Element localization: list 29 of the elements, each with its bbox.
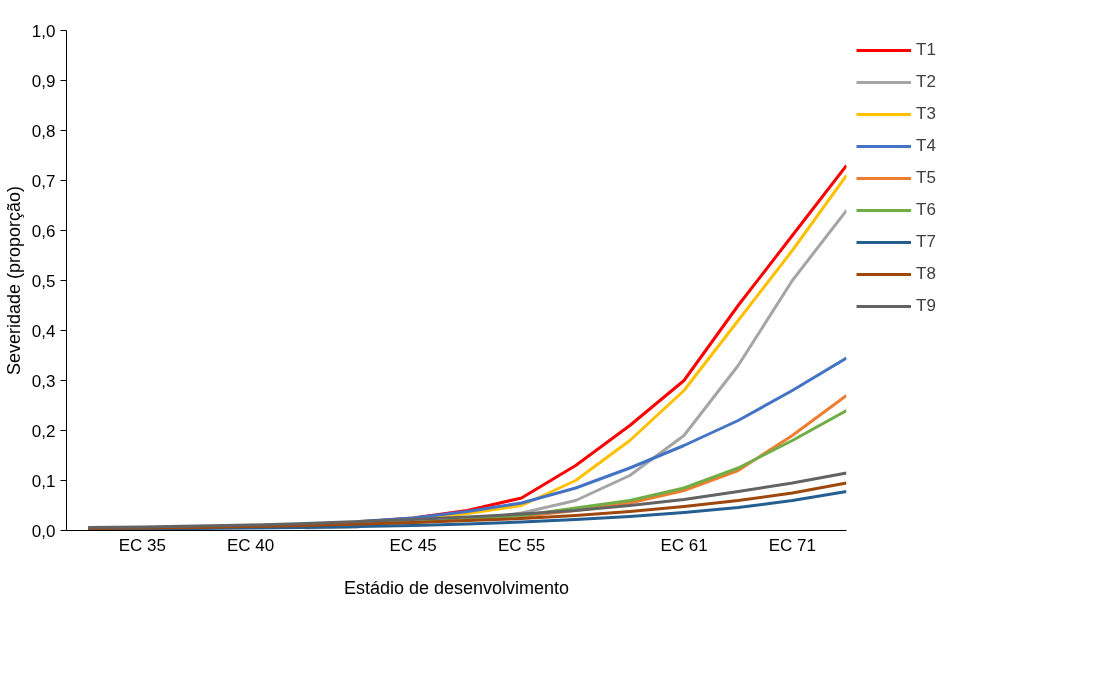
y-tick-label: 0,0 [31, 521, 56, 541]
x-tick-label: EC 40 [227, 535, 275, 555]
y-tick-label: 0,7 [31, 171, 56, 191]
y-tick-label: 0,5 [31, 271, 56, 291]
y-tick-label: 0,2 [31, 421, 56, 441]
x-tick-label: EC 71 [768, 535, 816, 555]
y-tick-label: 1,0 [31, 21, 56, 41]
y-tick-label: 0,9 [31, 71, 56, 91]
y-tick-label: 0,1 [31, 471, 56, 491]
legend-label: T4 [916, 136, 936, 156]
legend-label: T9 [916, 296, 936, 316]
legend-label: T5 [916, 168, 936, 188]
legend-label: T8 [916, 264, 936, 284]
x-tick-label: EC 55 [497, 535, 546, 555]
x-tick-label: EC 35 [118, 535, 166, 555]
y-tick-label: 0,3 [31, 371, 56, 391]
legend-label: T6 [916, 200, 936, 220]
line-series [86, 471, 847, 529]
y-tick-label: 0,8 [31, 121, 56, 141]
x-axis-title: Estádio de desenvolvimento [343, 577, 570, 598]
x-tick-label: EC 45 [389, 535, 437, 555]
x-tick-label: EC 61 [660, 535, 708, 555]
legend-label: T7 [916, 232, 936, 252]
legend-label: T1 [916, 40, 936, 60]
y-axis-title: Severidade (proporção) [3, 185, 24, 376]
legend-label: T2 [916, 72, 936, 92]
legend-label: T3 [916, 104, 936, 124]
y-tick-label: 0,6 [31, 221, 56, 241]
y-tick-label: 0,4 [31, 321, 56, 341]
